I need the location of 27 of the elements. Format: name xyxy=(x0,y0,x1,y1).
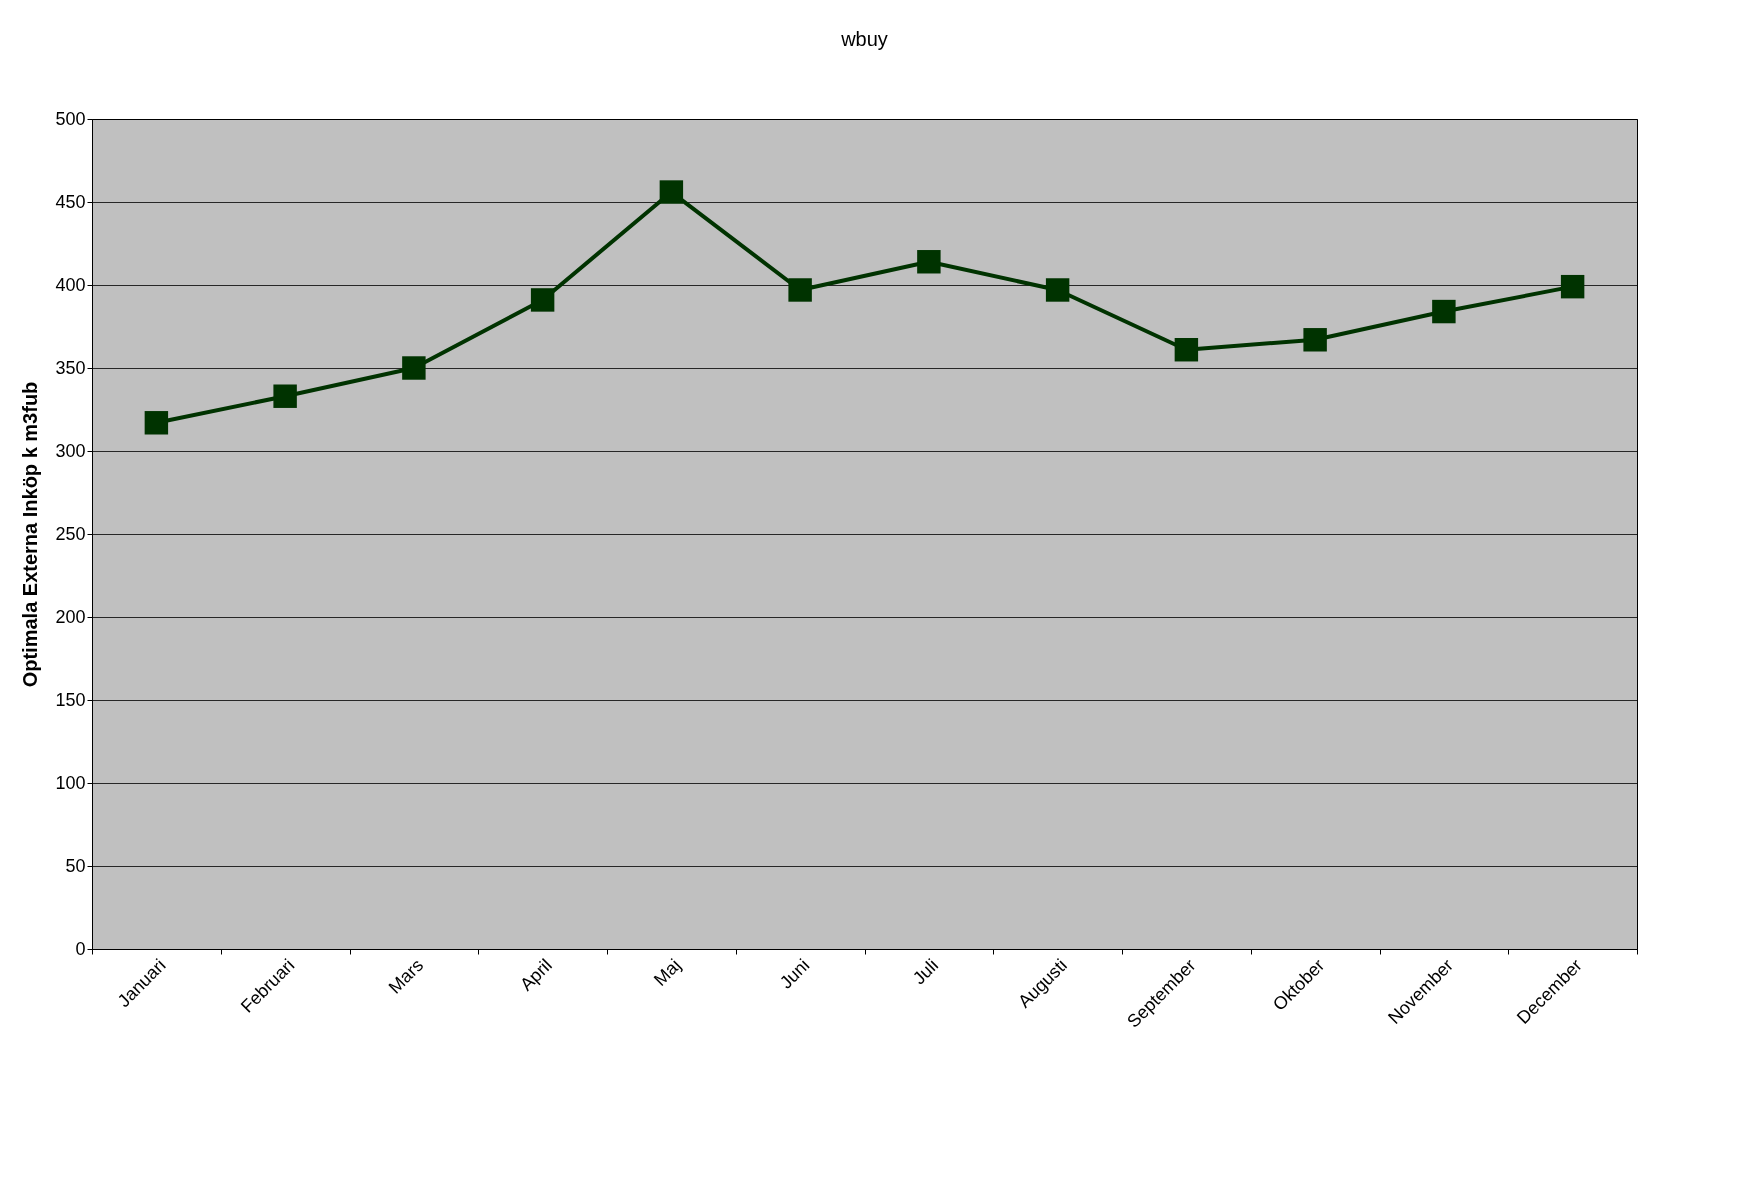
point xyxy=(273,384,297,408)
point xyxy=(1432,299,1456,324)
point xyxy=(144,411,169,435)
point xyxy=(402,356,426,380)
chart-title: wbuy xyxy=(840,28,888,50)
y-tick-label: 500 xyxy=(55,108,86,129)
y-axis-title: Optimala Externa Inköp k m3fub xyxy=(19,381,42,688)
point xyxy=(788,278,812,302)
point xyxy=(1560,274,1585,299)
y-tick-label: 150 xyxy=(55,689,86,710)
point xyxy=(1174,338,1199,362)
y-tick-label: 300 xyxy=(55,440,86,461)
y-tick-label: 450 xyxy=(55,191,86,212)
y-tick-label: 250 xyxy=(55,523,86,544)
y-tick-label: 350 xyxy=(55,357,86,378)
y-tick-label: 200 xyxy=(55,606,86,627)
point xyxy=(659,180,684,204)
point xyxy=(1303,328,1327,352)
x-tick-label: Juli xyxy=(908,955,943,989)
x-tick-label: Maj xyxy=(649,955,685,990)
y-tick-label: 400 xyxy=(55,274,86,295)
y-tick-label: 0 xyxy=(75,938,86,959)
point xyxy=(917,250,941,274)
y-tick-label: 50 xyxy=(65,855,86,876)
y-tick-label: 100 xyxy=(55,772,86,793)
point xyxy=(530,288,555,312)
point xyxy=(1045,278,1070,302)
